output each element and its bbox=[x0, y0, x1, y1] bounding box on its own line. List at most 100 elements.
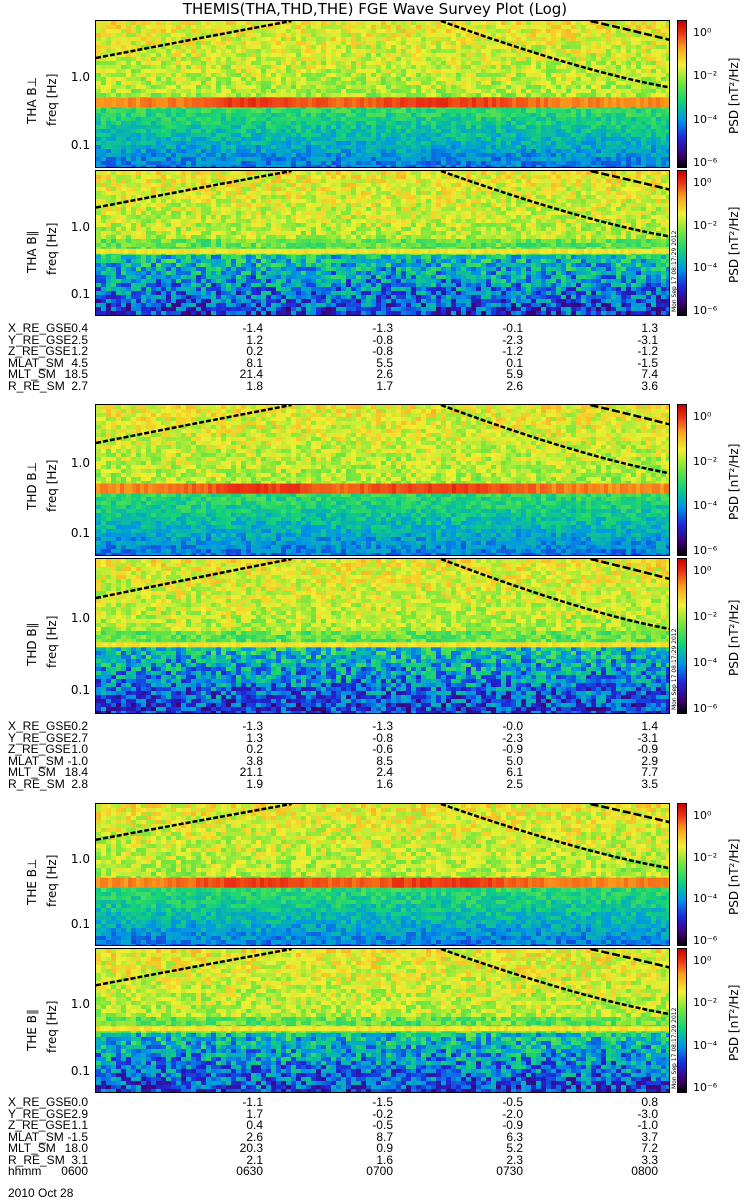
panel-ylabel: THA B∥ bbox=[25, 230, 39, 273]
ephemeris-value: 1.1 bbox=[28, 1119, 88, 1132]
colorbar bbox=[677, 170, 687, 316]
ephemeris-row-name: Z_RE_GSE bbox=[8, 1119, 71, 1132]
ephemeris-row-name: MLT_SM bbox=[8, 1142, 56, 1155]
ephemeris-row-name: X_RE_GSE bbox=[8, 1096, 71, 1109]
ephemeris-value: 2.7 bbox=[28, 380, 88, 393]
ytick-label: 1.0 bbox=[71, 997, 90, 1011]
colorbar-tick: 10⁰ bbox=[693, 954, 711, 967]
cyclotron-curve-left bbox=[96, 949, 292, 987]
ephemeris-value: 5.0 bbox=[463, 755, 523, 768]
ephemeris-value: -0.9 bbox=[463, 743, 523, 756]
colorbar bbox=[677, 20, 687, 168]
ephemeris-value: 7.7 bbox=[598, 766, 658, 779]
panel-ylabel: THD B∥ bbox=[25, 622, 39, 666]
ephemeris-value: 0.4 bbox=[203, 1119, 263, 1132]
colorbar-tick: 10⁻⁶ bbox=[693, 304, 717, 317]
cyclotron-curve-right-2 bbox=[590, 559, 669, 581]
ephemeris-value: -0.4 bbox=[28, 322, 88, 335]
ephemeris-value: -1.5 bbox=[28, 1131, 88, 1144]
ytick-label: 0.1 bbox=[71, 1064, 90, 1078]
ephemeris-value: 0630 bbox=[203, 1165, 263, 1178]
ephemeris-value: 6.3 bbox=[463, 1131, 523, 1144]
ytick-label: 1.0 bbox=[71, 220, 90, 234]
ytick-label: 0.1 bbox=[71, 138, 90, 152]
ephemeris-value: 18.4 bbox=[28, 766, 88, 779]
ephemeris-value: -1.0 bbox=[598, 1119, 658, 1132]
ytick-label: 1.0 bbox=[71, 611, 90, 625]
ephemeris-row-name: MLAT_SM bbox=[8, 1131, 64, 1144]
timestamp-stamp: Mon Sep 17 08:17:29 2012 bbox=[671, 1008, 678, 1089]
ephemeris-row: MLT_SM 18.4 21.1 2.4 6.1 7.7 bbox=[8, 766, 708, 779]
timestamp-stamp: Mon Sep 17 08:17:29 2012 bbox=[671, 231, 678, 312]
ephemeris-value: -3.1 bbox=[598, 334, 658, 347]
ephemeris-row: Z_RE_GSE 1.2 0.2 -0.8 -1.2 -1.2 bbox=[8, 345, 708, 358]
spectrogram-the-bpar bbox=[95, 948, 670, 1093]
ephemeris-value: -0.6 bbox=[333, 743, 393, 756]
panel-ylabel: THD B⊥ bbox=[25, 462, 39, 510]
spectrogram-thd-bpar bbox=[95, 558, 670, 714]
colorbar-tick: 10⁻⁴ bbox=[693, 113, 717, 126]
ephemeris-row-name: MLAT_SM bbox=[8, 357, 64, 370]
colorbar-tick: 10⁻² bbox=[693, 219, 717, 232]
ephemeris-value: 1.7 bbox=[333, 380, 393, 393]
ephemeris-row-name: MLT_SM bbox=[8, 368, 56, 381]
cyclotron-curve-right bbox=[440, 21, 669, 89]
ephemeris-value: 3.6 bbox=[598, 380, 658, 393]
ephemeris-value: 1.2 bbox=[28, 345, 88, 358]
spectrogram-image bbox=[96, 21, 669, 167]
ephemeris-value: -2.0 bbox=[463, 1108, 523, 1121]
ytick-label: 0.1 bbox=[71, 683, 90, 697]
cyclotron-curve-right bbox=[440, 804, 669, 870]
ephemeris-row: MLAT_SM 4.5 8.1 5.5 0.1 -1.5 bbox=[8, 357, 708, 370]
ephemeris-value: 0.1 bbox=[463, 357, 523, 370]
colorbar-tick: 10⁰ bbox=[693, 564, 711, 577]
ephemeris-value: 1.3 bbox=[203, 732, 263, 745]
cyclotron-curve-left bbox=[96, 559, 292, 600]
ephemeris-value: 2.9 bbox=[598, 755, 658, 768]
ephemeris-value: 21.4 bbox=[203, 368, 263, 381]
ephemeris-row: X_RE_GSE -0.4 -1.4 -1.3 -0.1 1.3 bbox=[8, 322, 708, 335]
ephemeris-value: -1.3 bbox=[333, 720, 393, 733]
panel-ylabel: THE B⊥ bbox=[25, 858, 39, 904]
ephemeris-value: 0.2 bbox=[203, 743, 263, 756]
ephemeris-value: -2.3 bbox=[463, 732, 523, 745]
colorbar bbox=[677, 803, 687, 946]
date-label: 2010 Oct 28 bbox=[8, 1186, 73, 1200]
spectrogram-image bbox=[96, 559, 669, 713]
cyclotron-curve-right-2 bbox=[590, 405, 669, 426]
ephemeris-value: -0.0 bbox=[28, 1096, 88, 1109]
colorbar-tick: 10⁻⁶ bbox=[693, 544, 717, 557]
ephemeris-row-name: Y_RE_GSE bbox=[8, 732, 71, 745]
ephemeris-table: X_RE_GSE -0.0 -1.1 -1.5 -0.5 0.8 Y_RE_GSE 2.9 1.… bbox=[8, 1096, 708, 1178]
ephemeris-value: 1.4 bbox=[598, 720, 658, 733]
colorbar-tick: 10⁻⁴ bbox=[693, 1039, 717, 1052]
ephemeris-value: 7.2 bbox=[598, 1142, 658, 1155]
ephemeris-value: 18.5 bbox=[28, 368, 88, 381]
colorbar-tick: 10⁻⁴ bbox=[693, 656, 717, 669]
ephemeris-value: 3.3 bbox=[598, 1154, 658, 1167]
cyclotron-curve-right-2 bbox=[590, 949, 669, 969]
spectrogram-image bbox=[96, 405, 669, 555]
panel-yunit: freq [Hz] bbox=[45, 854, 59, 906]
ephemeris-value: 2.8 bbox=[28, 778, 88, 791]
ephemeris-value: -0.2 bbox=[333, 1108, 393, 1121]
ephemeris-row-name: R_RE_SM bbox=[8, 1154, 65, 1167]
colorbar-label: PSD [nT²/Hz] bbox=[727, 58, 741, 134]
ephemeris-value: 21.1 bbox=[203, 766, 263, 779]
ephemeris-value: 3.1 bbox=[28, 1154, 88, 1167]
ephemeris-value: 2.1 bbox=[203, 1154, 263, 1167]
colorbar-tick: 10⁻⁶ bbox=[693, 156, 717, 169]
colorbar-label: PSD [nT²/Hz] bbox=[727, 207, 741, 283]
ephemeris-value: 0600 bbox=[28, 1165, 88, 1178]
ephemeris-value: 4.5 bbox=[28, 357, 88, 370]
ephemeris-row: X_RE_GSE -0.0 -1.1 -1.5 -0.5 0.8 bbox=[8, 1096, 708, 1109]
ephemeris-value: 3.7 bbox=[598, 1131, 658, 1144]
ephemeris-value: 20.3 bbox=[203, 1142, 263, 1155]
ephemeris-row: R_RE_SM 3.1 2.1 1.6 2.3 3.3 bbox=[8, 1154, 708, 1167]
ephemeris-row: X_RE_GSE -0.2 -1.3 -1.3 -0.0 1.4 bbox=[8, 720, 708, 733]
ephemeris-value: -0.9 bbox=[463, 1119, 523, 1132]
panel-yunit: freq [Hz] bbox=[45, 223, 59, 275]
colorbar-tick: 10⁻⁶ bbox=[693, 1081, 717, 1094]
ephemeris-value: -3.0 bbox=[598, 1108, 658, 1121]
ephemeris-value: 1.6 bbox=[333, 778, 393, 791]
